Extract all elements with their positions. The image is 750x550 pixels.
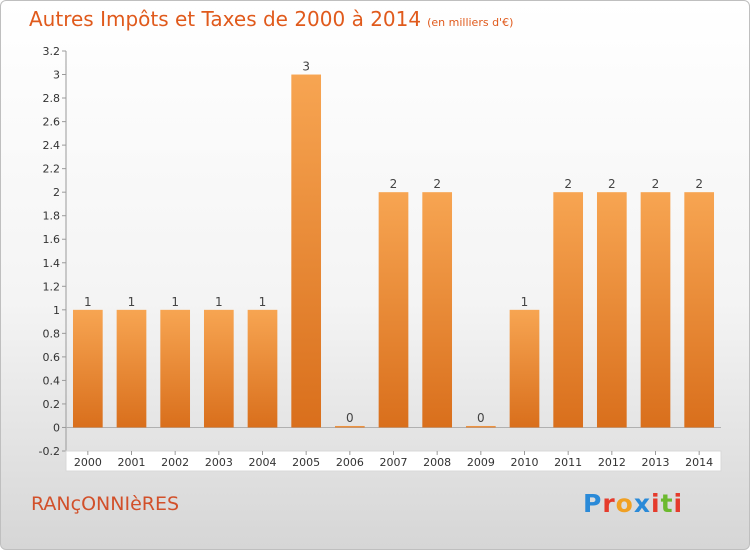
logo-letter: r	[602, 489, 616, 518]
bar-2004	[247, 309, 278, 428]
value-label: 1	[215, 295, 223, 309]
bar-2007	[378, 192, 409, 428]
x-tick-label: 2005	[292, 456, 320, 469]
value-label: 1	[259, 295, 267, 309]
value-label: 1	[521, 295, 529, 309]
y-tick-label: 1.2	[43, 280, 61, 293]
value-label: 3	[302, 60, 310, 74]
x-tick-label: 2007	[380, 456, 408, 469]
y-tick-label: 2	[53, 186, 60, 199]
bar-2000	[72, 309, 103, 428]
y-tick-label: 1.8	[43, 210, 61, 223]
logo-letter: t	[660, 489, 674, 518]
y-tick-label: 1.4	[43, 257, 61, 270]
x-tick-label: 2002	[161, 456, 189, 469]
bar-2009	[465, 425, 496, 428]
logo-letter: P	[583, 489, 603, 518]
y-tick-label: 1	[53, 304, 60, 317]
value-label: 2	[608, 177, 616, 191]
logo-letter: i	[673, 489, 684, 518]
value-label: 2	[652, 177, 660, 191]
bar-2012	[596, 192, 627, 428]
bar-2006	[334, 425, 365, 428]
bar-2003	[203, 309, 234, 428]
bar-2001	[116, 309, 147, 428]
y-tick-label: 2.4	[43, 139, 61, 152]
value-label: 0	[346, 411, 354, 425]
y-tick-label: 2.8	[43, 92, 61, 105]
x-tick-label: 2008	[423, 456, 451, 469]
y-tick-label: 0	[53, 421, 60, 434]
y-tick-label: 2.6	[43, 116, 61, 129]
y-tick-label: 3.2	[43, 45, 61, 58]
x-tick-label: 2000	[74, 456, 102, 469]
chart-title: Autres Impôts et Taxes de 2000 à 2014 (en…	[29, 7, 513, 31]
bar-2010	[509, 309, 540, 428]
value-label: 1	[84, 295, 92, 309]
chart-unit: (en milliers d'€)	[427, 16, 514, 29]
x-tick-label: 2014	[685, 456, 713, 469]
value-label: 2	[695, 177, 703, 191]
proxiti-logo: Proxiti	[583, 489, 683, 518]
x-tick-label: 2003	[205, 456, 233, 469]
bar-2011	[553, 192, 584, 428]
y-tick-label: -0.2	[39, 445, 60, 458]
value-label: 2	[564, 177, 572, 191]
value-label: 1	[171, 295, 179, 309]
x-tick-label: 2006	[336, 456, 364, 469]
value-label: 1	[128, 295, 136, 309]
x-tick-label: 2009	[467, 456, 495, 469]
town-name: RANçONNIèRES	[31, 493, 180, 515]
y-tick-label: 0.6	[43, 351, 61, 364]
logo-letter: x	[633, 489, 651, 518]
x-tick-label: 2004	[249, 456, 277, 469]
bar-2005	[291, 74, 322, 428]
chart-title-text: Autres Impôts et Taxes de 2000 à 2014	[29, 7, 422, 31]
logo-letter: i	[651, 489, 661, 518]
y-tick-label: 0.8	[43, 327, 61, 340]
y-tick-label: 0.4	[43, 374, 61, 387]
bar-2014	[684, 192, 715, 428]
value-label: 2	[390, 177, 398, 191]
x-tick-label: 2001	[118, 456, 146, 469]
value-label: 2	[433, 177, 441, 191]
bar-2013	[640, 192, 671, 428]
logo-letter: o	[615, 489, 634, 518]
y-tick-label: 2.2	[43, 163, 61, 176]
bar-2008	[422, 192, 453, 428]
bar-2002	[160, 309, 191, 428]
x-tick-label: 2012	[598, 456, 626, 469]
y-tick-label: 0.2	[43, 398, 61, 411]
y-tick-label: 1.6	[43, 233, 61, 246]
x-tick-label: 2013	[642, 456, 670, 469]
value-label: 0	[477, 411, 485, 425]
x-tick-label: 2010	[511, 456, 539, 469]
x-tick-label: 2011	[554, 456, 582, 469]
y-tick-label: 3	[53, 69, 60, 82]
